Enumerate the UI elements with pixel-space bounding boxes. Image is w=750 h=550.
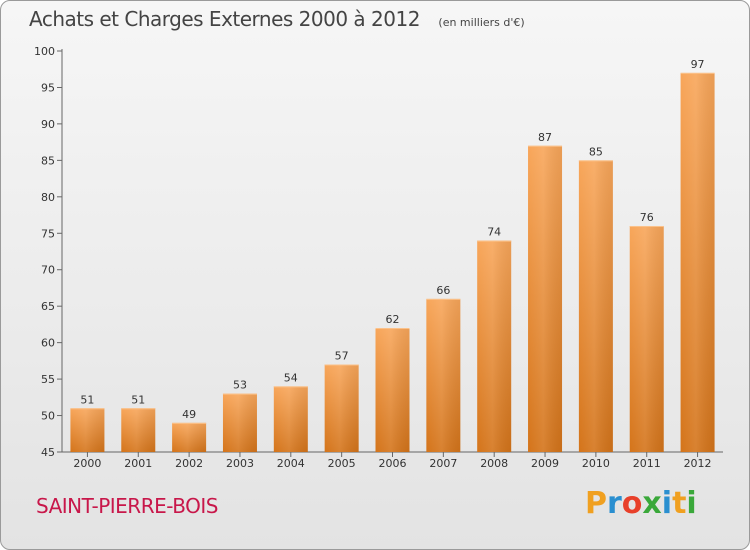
- bar-shade-2002: [172, 422, 207, 452]
- commune-name: SAINT-PIERRE-BOIS: [36, 494, 218, 518]
- logo-letter: i: [661, 486, 673, 521]
- value-label: 49: [182, 408, 196, 421]
- value-label: 97: [691, 58, 705, 71]
- logo-letter: r: [607, 486, 622, 521]
- axes: 45 50 55 60 65 70 75 80 85 90 95 100 2000 2001 2002 200…: [34, 45, 723, 470]
- y-tick-label: 75: [41, 227, 55, 240]
- x-tick-label: 2004: [277, 457, 305, 470]
- logo-letter: o: [621, 486, 643, 521]
- value-label: 57: [335, 350, 349, 363]
- y-tick-label: 50: [41, 410, 55, 423]
- x-tick-label: 2007: [429, 457, 457, 470]
- value-label: 87: [538, 131, 552, 144]
- y-tick-label: 60: [41, 337, 55, 350]
- bar-shade-2012: [680, 72, 715, 452]
- value-label: 53: [233, 379, 247, 392]
- value-label: 85: [589, 145, 603, 158]
- value-label: 74: [487, 226, 501, 239]
- value-label: 54: [284, 371, 298, 384]
- bar-shade-2004: [273, 386, 308, 452]
- proxiti-logo[interactable]: Proxiti: [585, 486, 697, 521]
- chart-unit: (en milliers d'€): [438, 16, 525, 29]
- bar-shade-2000: [70, 408, 105, 452]
- bar-shade-2003: [222, 393, 257, 452]
- bar-shade-2007: [426, 298, 461, 452]
- y-tick-label: 65: [41, 300, 55, 313]
- x-tick-label: 2002: [175, 457, 203, 470]
- bar-shade-2005: [324, 364, 359, 452]
- x-tick-label: 2008: [480, 457, 508, 470]
- x-tick-label: 2009: [531, 457, 559, 470]
- x-tick-label: 2000: [73, 457, 101, 470]
- y-tick-label: 95: [41, 81, 55, 94]
- bar-shade-2009: [528, 145, 563, 453]
- x-tick-label: 2003: [226, 457, 254, 470]
- y-tick-label: 85: [41, 154, 55, 167]
- y-tick-label: 70: [41, 264, 55, 277]
- y-tick-label: 80: [41, 191, 55, 204]
- x-tick-label: 2011: [633, 457, 661, 470]
- value-label: 51: [131, 393, 145, 406]
- bar-shade-2011: [629, 225, 664, 452]
- logo-letter: x: [642, 486, 662, 521]
- title-row: Achats et Charges Externes 2000 à 2012 (…: [29, 7, 525, 31]
- logo-letter: t: [672, 486, 687, 521]
- x-tick-label: 2005: [328, 457, 356, 470]
- bar-shade-2010: [578, 160, 613, 452]
- value-label: 76: [640, 211, 654, 224]
- y-tick-label: 45: [41, 446, 55, 459]
- bar-shade-2001: [121, 408, 156, 452]
- bars: [70, 72, 715, 453]
- logo-letter: P: [585, 486, 607, 521]
- value-label: 51: [80, 393, 94, 406]
- y-tick-label: 90: [41, 118, 55, 131]
- x-tick-label: 2001: [124, 457, 152, 470]
- value-label: 62: [386, 313, 400, 326]
- bar-shade-2006: [375, 328, 410, 452]
- x-tick-label: 2010: [582, 457, 610, 470]
- logo-letter: i: [686, 486, 697, 521]
- x-tick-label: 2006: [379, 457, 407, 470]
- y-tick-label: 55: [41, 373, 55, 386]
- y-tick-label: 100: [34, 45, 55, 58]
- value-labels: 51 51 49 53 54 57 62 66 74 87 85 76 97: [80, 58, 704, 421]
- x-tick-label: 2012: [684, 457, 712, 470]
- chart-title: Achats et Charges Externes 2000 à 2012: [29, 7, 420, 31]
- value-label: 66: [436, 284, 450, 297]
- bar-shade-2008: [477, 240, 512, 452]
